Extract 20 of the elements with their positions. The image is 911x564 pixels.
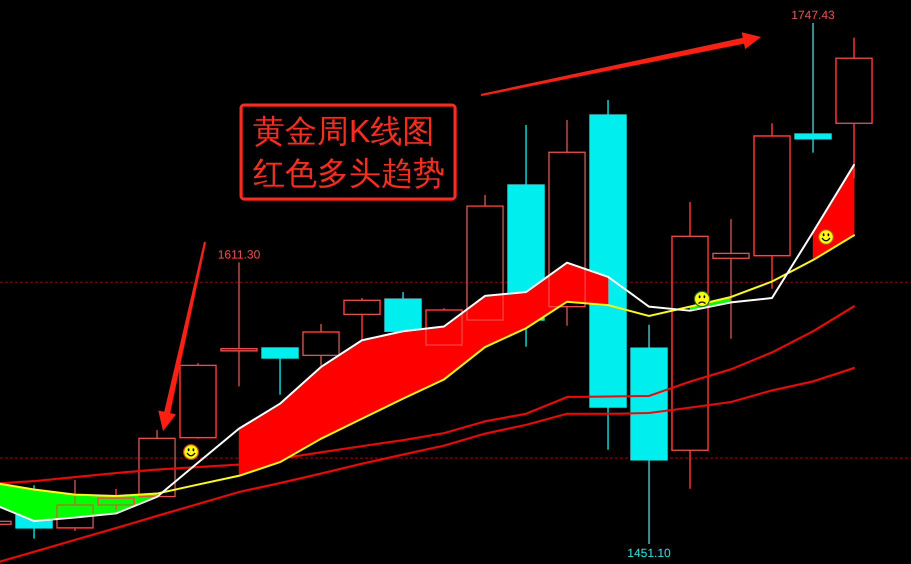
candlestick [56,479,94,532]
candlestick [835,36,873,179]
annotation: 1747.43 [791,8,836,22]
candlestick [220,262,258,387]
candlestick [343,297,381,341]
candlestick [97,488,135,511]
text: 黄金周K线图 [253,113,434,149]
candlestick [261,347,299,396]
candlestick [302,323,340,366]
candlestick [753,122,791,290]
candlestick [589,99,627,450]
candlestick [671,201,709,490]
candlestick [712,218,750,340]
annotation: 1451.10 [627,546,672,560]
candlestick [466,194,504,321]
annotation: 1611.30 [218,247,261,262]
text: 红色多头趋势 [253,155,445,191]
candlestick [794,22,832,154]
candlestick [548,119,586,326]
candlestick [630,324,668,545]
